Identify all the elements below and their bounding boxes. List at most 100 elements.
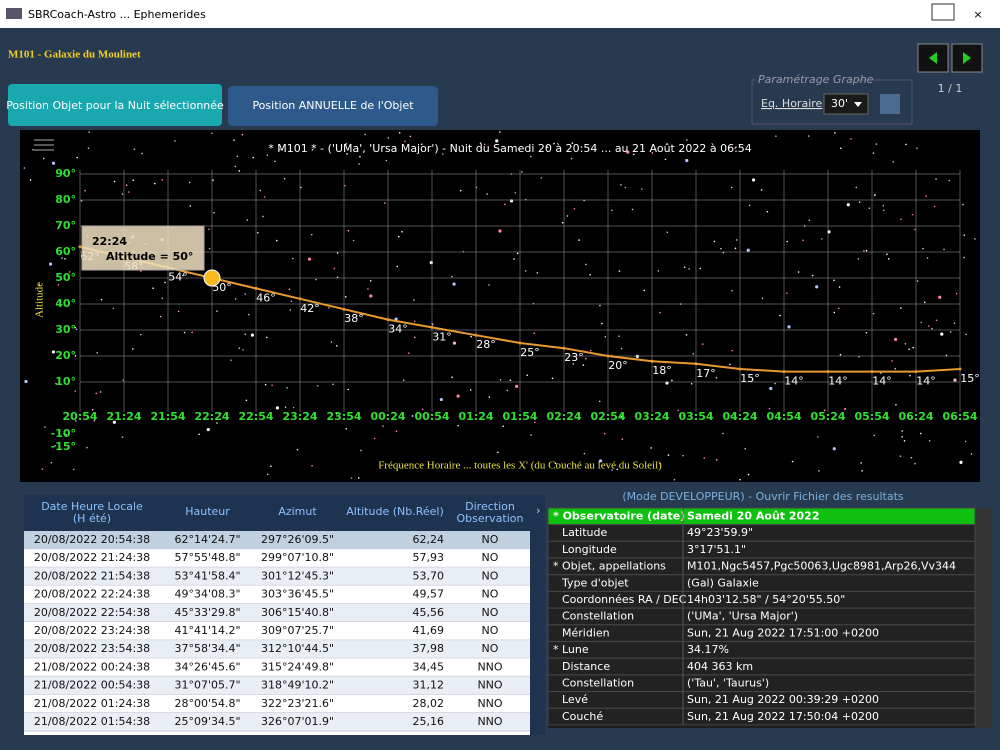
interval-select[interactable] xyxy=(823,93,869,115)
star xyxy=(328,307,330,309)
star xyxy=(561,221,564,224)
star xyxy=(347,388,349,391)
value-label: 42° xyxy=(300,302,320,315)
star xyxy=(364,133,366,136)
table-cell: 306°15'40.8" xyxy=(261,606,334,619)
table-row[interactable] xyxy=(24,549,530,568)
properties-header[interactable]: (Mode DEVELOPPEUR) - Ouvrir Fichier des … xyxy=(622,490,904,503)
table-cell: NO xyxy=(482,588,499,601)
x-tick-label: 23:24 xyxy=(282,410,317,423)
restore-button[interactable] xyxy=(931,3,955,21)
data-point xyxy=(386,318,390,322)
tab-active[interactable] xyxy=(8,84,222,126)
star xyxy=(844,407,847,410)
x-tick-label: 21:54 xyxy=(150,410,185,423)
prev-button[interactable] xyxy=(917,43,949,73)
x-axis-label: Fréquence Horaire ... toutes les X' (du … xyxy=(378,460,662,472)
table-cell: 297°26'09.5" xyxy=(261,533,334,546)
star xyxy=(815,285,819,289)
star xyxy=(292,406,295,409)
table-row[interactable] xyxy=(24,658,530,677)
star xyxy=(112,420,116,424)
star xyxy=(572,363,575,365)
calendar-button[interactable] xyxy=(880,94,900,114)
value-label: 14° xyxy=(872,375,892,388)
star xyxy=(76,156,78,159)
star xyxy=(72,468,75,471)
star xyxy=(208,247,211,250)
star xyxy=(411,415,414,417)
table-row[interactable] xyxy=(24,640,530,659)
table-row[interactable] xyxy=(24,567,530,586)
star xyxy=(863,250,865,252)
tooltip-title: 22:24 xyxy=(92,235,127,248)
table-cell: 25,16 xyxy=(413,715,445,728)
star xyxy=(886,253,888,255)
star xyxy=(651,152,654,154)
property-row xyxy=(547,707,976,726)
star xyxy=(912,346,914,349)
table-row[interactable] xyxy=(24,531,530,549)
star xyxy=(62,172,65,175)
table-row[interactable] xyxy=(24,713,530,731)
star xyxy=(779,314,781,317)
star xyxy=(797,271,800,273)
star xyxy=(904,342,907,345)
star xyxy=(908,348,910,351)
star xyxy=(895,403,897,406)
star xyxy=(250,333,255,337)
star xyxy=(823,409,826,412)
star xyxy=(439,397,443,402)
column-header: Observation xyxy=(457,512,524,525)
table-cell: NO xyxy=(482,569,499,582)
star xyxy=(74,390,77,392)
table-row[interactable] xyxy=(24,676,530,695)
star xyxy=(566,215,569,217)
star xyxy=(279,148,281,151)
value-label: 38° xyxy=(344,312,364,325)
star xyxy=(526,374,529,376)
star xyxy=(838,307,840,310)
close-button[interactable]: × xyxy=(973,8,982,21)
data-point xyxy=(958,367,962,371)
star xyxy=(274,160,276,163)
star xyxy=(974,238,976,240)
value-label: 14° xyxy=(784,375,804,388)
star xyxy=(48,262,53,266)
star xyxy=(112,307,115,310)
star xyxy=(288,288,291,291)
star xyxy=(730,415,733,417)
column-header: Date Heure Locale xyxy=(41,500,143,513)
star xyxy=(504,203,506,206)
star xyxy=(521,171,523,173)
data-point xyxy=(782,370,786,374)
tab-label: Position Objet pour la Nuit sélectionnée xyxy=(6,99,224,112)
x-tick-label: 21:24 xyxy=(106,410,141,423)
table-row[interactable] xyxy=(24,694,530,713)
table-row[interactable] xyxy=(24,622,530,640)
x-tick-label: 05:54 xyxy=(854,410,889,423)
star xyxy=(935,319,938,322)
star xyxy=(926,257,929,259)
star xyxy=(177,310,180,313)
value-label: 15° xyxy=(960,372,980,385)
x-tick-label: 01:24 xyxy=(458,410,493,423)
star xyxy=(873,434,875,437)
scroll-right[interactable]: › xyxy=(536,504,540,517)
star xyxy=(488,396,491,398)
star xyxy=(316,384,319,387)
table-row[interactable] xyxy=(24,585,530,604)
table-cell: 53,70 xyxy=(413,569,445,582)
star xyxy=(618,270,621,272)
chart-menu[interactable] xyxy=(34,139,54,151)
star xyxy=(699,267,702,270)
table-row[interactable] xyxy=(24,603,530,622)
star xyxy=(133,148,136,150)
star xyxy=(914,462,916,465)
tab[interactable] xyxy=(228,86,438,126)
x-tick-label: 03:54 xyxy=(678,410,713,423)
star xyxy=(333,267,336,270)
star xyxy=(262,215,264,218)
y-axis-label: Altitude xyxy=(34,282,46,318)
star xyxy=(397,235,400,238)
